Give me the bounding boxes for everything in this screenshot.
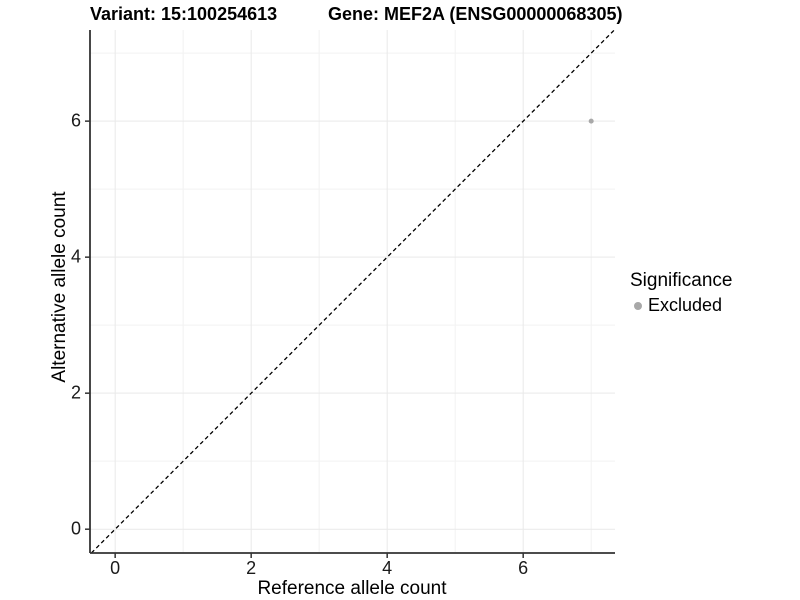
y-tick-label: 0 [70,518,81,539]
x-tick-label: 0 [110,558,121,578]
plot-title-variant: Variant: 15:100254613 [90,4,278,24]
y-axis-title: Alternative allele count [49,191,70,383]
x-tick-label: 4 [382,558,393,578]
x-tick-label: 2 [246,558,257,578]
legend-point-icon [634,301,642,310]
y-tick-label: 2 [70,382,81,403]
legend-item-label: Excluded [648,295,723,315]
x-axis-title: Reference allele count [257,578,447,599]
plot-title-gene: Gene: MEF2A (ENSG00000068305) [328,4,623,24]
data-point [588,118,594,124]
legend-title: Significance [630,270,733,291]
legend-item-excluded: Excluded [630,295,732,316]
y-tick-label: 6 [70,110,81,131]
y-tick-label: 4 [70,246,81,267]
x-tick-label: 6 [518,558,529,578]
identity-dashed-line [90,29,615,554]
legend: Significance Excluded [630,270,732,316]
